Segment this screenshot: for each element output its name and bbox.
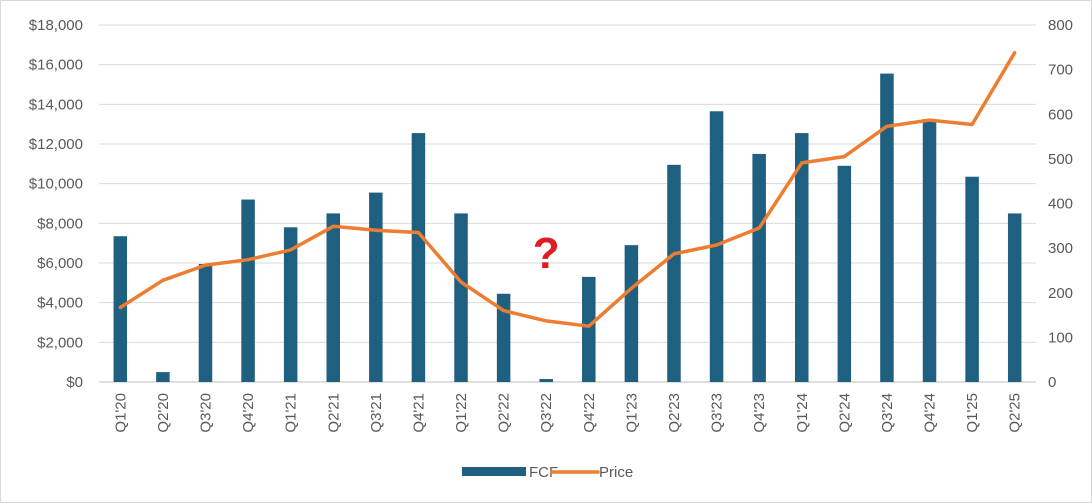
x-axis-tick-label: Q1'22: [453, 393, 470, 433]
fcf-bar: [539, 379, 553, 382]
x-axis-tick-label: Q3'21: [368, 393, 385, 433]
fcf-bar: [369, 193, 383, 382]
x-axis-tick-label: Q4'22: [581, 393, 598, 433]
x-axis-tick-label: Q2'21: [325, 393, 342, 433]
x-axis-tick-label: Q2'20: [155, 393, 172, 433]
left-axis-tick-label: $6,000: [37, 255, 83, 272]
fcf-bar: [327, 213, 341, 382]
left-axis-tick-label: $4,000: [37, 295, 83, 312]
fcf-bar: [582, 277, 596, 382]
left-axis-tick-label: $14,000: [29, 96, 83, 113]
annotations: ?: [533, 229, 560, 278]
x-axis: Q1'20 Q2'20 Q3'20 Q4'20 Q1'21 Q2'21 Q3'21 Q4'21…: [112, 393, 1023, 433]
x-axis-tick-label: Q1'20: [112, 393, 129, 433]
fcf-bar: [965, 177, 979, 382]
legend-price-label: Price: [599, 464, 633, 481]
right-axis-tick-label: 500: [1048, 151, 1073, 168]
left-axis-tick-label: $0: [66, 374, 83, 391]
fcf-bar: [1008, 213, 1022, 382]
x-axis-tick-label: Q1'24: [794, 393, 811, 433]
right-axis-tick-label: 400: [1048, 196, 1073, 213]
left-axis-tick-label: $10,000: [29, 176, 83, 193]
x-axis-tick-label: Q4'23: [751, 393, 768, 433]
x-axis-tick-label: Q4'24: [922, 393, 939, 433]
x-axis-tick-label: Q1'21: [283, 393, 300, 433]
fcf-bar: [667, 165, 681, 382]
x-axis-tick-label: Q3'22: [538, 393, 555, 433]
x-axis-tick-label: Q2'22: [496, 393, 513, 433]
x-axis-tick-label: Q2'25: [1007, 393, 1024, 433]
gridlines: [99, 25, 1036, 382]
x-axis-tick-label: Q1'25: [964, 393, 981, 433]
right-axis-tick-label: 300: [1048, 240, 1073, 257]
left-axis-tick-label: $16,000: [29, 57, 83, 74]
x-axis-tick-label: Q3'24: [879, 393, 896, 433]
fcf-bar: [156, 372, 170, 382]
right-axis-tick-label: 0: [1048, 374, 1056, 391]
left-axis: $0 $2,000 $4,000 $6,000 $8,000 $10,000 $12,000…: [29, 17, 83, 391]
x-axis-tick-label: Q3'23: [709, 393, 726, 433]
left-axis-tick-label: $12,000: [29, 136, 83, 153]
fcf-bar: [752, 154, 766, 382]
right-axis-tick-label: 200: [1048, 285, 1073, 302]
right-axis: 0 100 200 300 400 500 600 700 800: [1048, 17, 1073, 391]
left-axis-tick-label: $2,000: [37, 334, 83, 351]
fcf-bar: [923, 119, 937, 382]
x-axis-tick-label: Q2'23: [666, 393, 683, 433]
legend-fcf-swatch: [462, 467, 526, 476]
x-axis-tick-label: Q4'21: [410, 393, 427, 433]
left-axis-tick-label: $18,000: [29, 17, 83, 34]
question-mark-annotation: ?: [533, 229, 560, 278]
x-axis-tick-label: Q4'20: [240, 393, 257, 433]
fcf-bar: [199, 264, 213, 382]
fcf-bar: [412, 133, 426, 382]
fcf-bars: [114, 74, 1022, 382]
right-axis-tick-label: 800: [1048, 17, 1073, 34]
right-axis-tick-label: 700: [1048, 62, 1073, 79]
fcf-bar: [880, 74, 894, 382]
right-axis-tick-label: 600: [1048, 106, 1073, 123]
fcf-bar: [241, 200, 255, 382]
fcf-bar: [838, 166, 852, 382]
x-axis-tick-label: Q3'20: [197, 393, 214, 433]
left-axis-tick-label: $8,000: [37, 215, 83, 232]
x-axis-tick-label: Q1'23: [623, 393, 640, 433]
fcf-bar: [625, 245, 639, 382]
x-axis-tick-label: Q2'24: [836, 393, 853, 433]
right-axis-tick-label: 100: [1048, 329, 1073, 346]
fcf-bar: [454, 213, 468, 382]
